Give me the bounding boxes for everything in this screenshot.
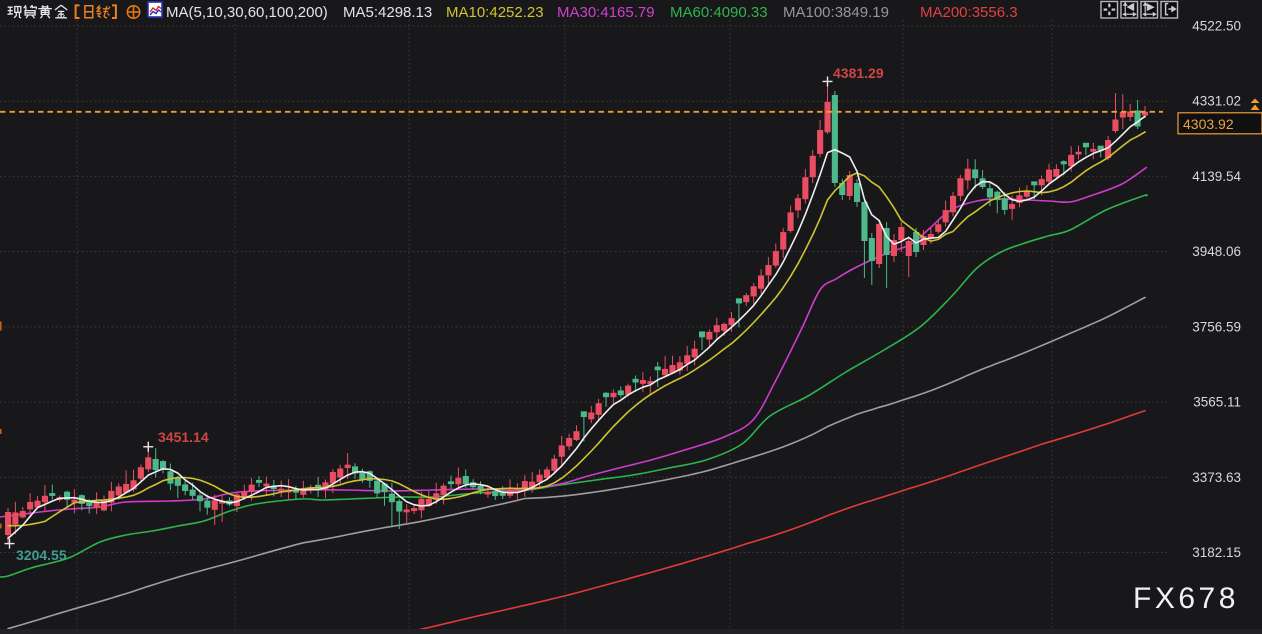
svg-text:MA200:3556.3: MA200:3556.3 xyxy=(920,4,1018,21)
svg-text:4139.54: 4139.54 xyxy=(1192,169,1241,184)
svg-text:MA10:4252.23: MA10:4252.23 xyxy=(446,4,544,21)
svg-text:MA60:4090.33: MA60:4090.33 xyxy=(670,4,768,21)
svg-text:4303.92: 4303.92 xyxy=(1183,116,1234,132)
svg-text:3948.06: 3948.06 xyxy=(1192,244,1241,259)
svg-text:MA30:4165.79: MA30:4165.79 xyxy=(557,4,655,21)
svg-text:MA(5,10,30,60,100,200): MA(5,10,30,60,100,200) xyxy=(166,4,328,21)
svg-text:MA5:4298.13: MA5:4298.13 xyxy=(343,4,432,21)
svg-text:3756.59: 3756.59 xyxy=(1192,319,1241,334)
svg-text:3204.55: 3204.55 xyxy=(16,547,67,563)
svg-text:4522.50: 4522.50 xyxy=(1192,19,1241,34)
svg-text:3182.15: 3182.15 xyxy=(1192,545,1241,560)
svg-text:3451.14: 3451.14 xyxy=(158,429,209,445)
svg-text:4381.29: 4381.29 xyxy=(833,65,884,81)
svg-text:3565.11: 3565.11 xyxy=(1193,395,1241,410)
svg-text:FX678: FX678 xyxy=(1133,582,1239,615)
svg-text:4331.02: 4331.02 xyxy=(1192,94,1241,109)
svg-text:3373.63: 3373.63 xyxy=(1192,470,1241,485)
svg-text:MA100:3849.19: MA100:3849.19 xyxy=(783,4,889,21)
